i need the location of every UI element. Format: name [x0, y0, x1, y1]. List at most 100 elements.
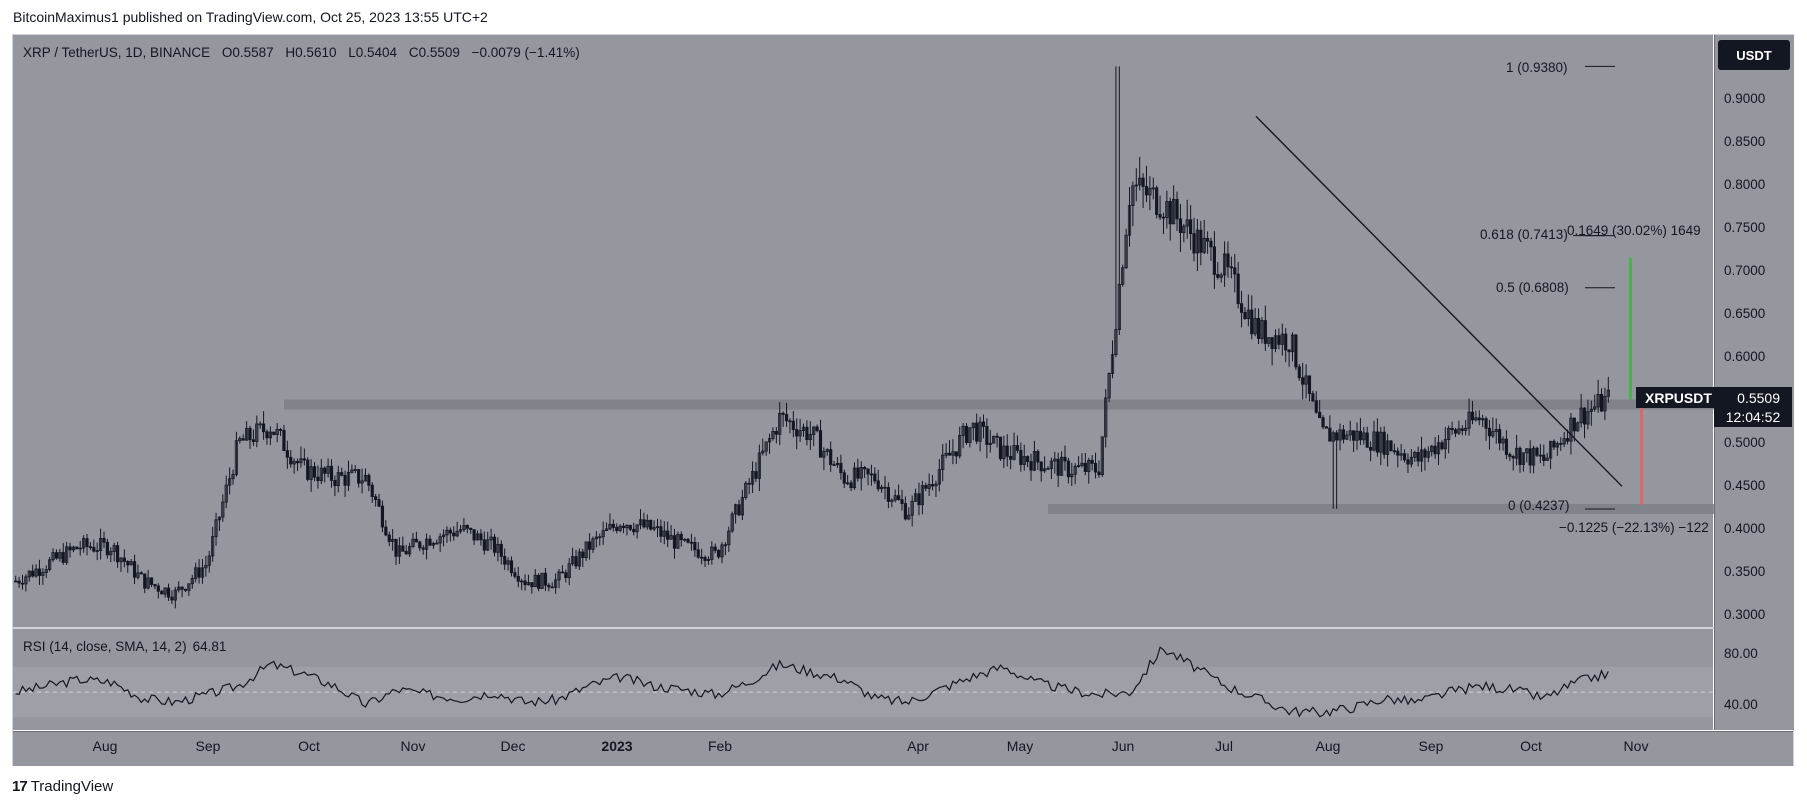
candle-body	[628, 524, 632, 530]
candle-body	[306, 459, 310, 480]
candle-body	[676, 533, 680, 549]
candle-body	[391, 538, 395, 542]
candle-body	[333, 480, 337, 487]
candle-body	[761, 450, 765, 454]
rsi-label: RSI (14, close, SMA, 14, 2)	[23, 639, 187, 654]
candle-body	[319, 467, 323, 481]
candle-body	[1416, 452, 1420, 462]
candle-body	[1127, 205, 1132, 236]
candle-body	[85, 538, 89, 548]
candle-body	[482, 539, 486, 551]
candle-body	[1436, 442, 1441, 455]
candle-body	[1515, 447, 1519, 459]
candle-body	[649, 519, 653, 530]
candle-body	[132, 561, 137, 578]
candle-body	[1586, 411, 1590, 425]
candle-body	[129, 561, 133, 566]
candle-body	[744, 482, 748, 498]
candle-body	[414, 538, 418, 543]
candle-body	[1144, 186, 1149, 196]
candle-body	[801, 426, 806, 431]
candle-body	[591, 538, 595, 550]
candle-body	[431, 542, 435, 546]
candle-body	[543, 572, 548, 586]
candle-body	[65, 546, 69, 563]
candle-body	[1464, 427, 1468, 431]
candle-body	[370, 484, 374, 498]
candle-body	[1226, 253, 1230, 268]
candle-body	[1341, 429, 1346, 440]
candle-body	[767, 438, 772, 443]
candle-body	[1406, 459, 1410, 465]
candle-body	[326, 465, 330, 474]
candle-body	[343, 474, 347, 486]
candle-body	[577, 551, 581, 567]
candle-body	[1107, 373, 1111, 399]
candle-body	[1015, 445, 1020, 451]
candle-body	[1460, 428, 1464, 431]
candle-body	[560, 571, 565, 574]
candle-body	[1369, 446, 1373, 451]
candle-body	[655, 526, 660, 529]
pane-separator[interactable]	[13, 627, 1793, 629]
candle-body	[574, 556, 578, 567]
candle-body	[1100, 436, 1104, 476]
candle-body	[1076, 465, 1081, 468]
candle-body	[357, 469, 361, 484]
candle-body	[883, 486, 887, 489]
candle-body	[1318, 411, 1322, 419]
price-axis[interactable]	[1714, 35, 1794, 730]
candle-body	[958, 435, 962, 457]
tradingview-logo[interactable]: 17 TradingView	[12, 778, 113, 795]
candle-body	[329, 465, 334, 481]
candle-body	[278, 429, 283, 431]
candle-body	[981, 421, 986, 427]
rsi-tick-label: 40.00	[1724, 696, 1758, 712]
candle-body	[706, 559, 711, 561]
price-pane[interactable]	[13, 35, 1713, 627]
candle-body	[1552, 440, 1556, 448]
candle-body	[384, 526, 388, 536]
price-tick-label: 0.8500	[1724, 134, 1766, 150]
candle-body	[876, 480, 880, 490]
candle-body	[1056, 458, 1060, 476]
candle-body	[1083, 462, 1087, 473]
candle-body	[808, 434, 812, 441]
candle-body	[234, 440, 239, 475]
candle-body	[689, 541, 694, 544]
candle-body	[659, 526, 663, 537]
candle-body	[1521, 452, 1525, 465]
candle-body	[1039, 461, 1043, 472]
candle-body	[1273, 335, 1278, 349]
candle-body	[285, 450, 289, 458]
time-axis[interactable]	[13, 731, 1793, 766]
candle-body	[1093, 463, 1098, 473]
currency-button[interactable]: USDT	[1718, 40, 1790, 70]
candle-body	[971, 422, 975, 429]
candle-body	[68, 546, 72, 551]
candle-body	[51, 552, 55, 561]
candle-body	[441, 534, 446, 538]
candle-body	[99, 537, 103, 551]
candle-body	[784, 414, 789, 422]
candle-body	[1314, 400, 1318, 413]
candle-body	[387, 534, 391, 542]
measure-up-bar	[1629, 257, 1632, 400]
candle-body	[1348, 430, 1352, 436]
candle-body	[445, 529, 449, 536]
candle-body	[136, 572, 140, 578]
candle-body	[992, 435, 996, 444]
candle-body	[601, 530, 605, 538]
candle-body	[846, 482, 850, 485]
candle-body	[526, 582, 531, 586]
candle-body	[930, 484, 935, 487]
candle-body	[1290, 334, 1295, 353]
candle-body	[119, 557, 123, 563]
candle-body	[1229, 266, 1233, 269]
candle-body	[336, 472, 340, 487]
candle-body	[672, 535, 677, 549]
candle-body	[1572, 417, 1576, 432]
time-tick-label: Dec	[500, 738, 526, 754]
candle-body	[149, 577, 154, 585]
candle-body	[978, 421, 982, 442]
